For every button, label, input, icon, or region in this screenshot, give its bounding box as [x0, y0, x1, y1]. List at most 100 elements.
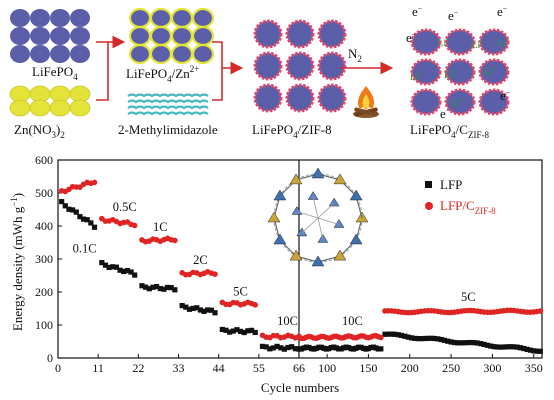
point-lfp: [378, 346, 384, 352]
framework-link: [317, 202, 335, 219]
point-lfp-c-zif8: [91, 179, 98, 186]
point-lfp: [517, 345, 524, 351]
lithium-ion-label: Li+: [452, 96, 464, 108]
point-lfp: [524, 346, 530, 352]
rate-label: 10C: [342, 314, 363, 328]
carbon-coated-particle: [478, 58, 510, 86]
point-lfp: [484, 342, 491, 348]
point-lfp: [194, 305, 200, 311]
point-lfp: [398, 332, 405, 339]
lfp-zn-particle: [128, 7, 152, 29]
point-lfp: [527, 347, 534, 353]
y-axis-title: Energy density (mWh g−1): [9, 193, 25, 331]
point-lfp: [511, 344, 517, 350]
point-lfp: [153, 283, 160, 290]
point-lfp: [498, 344, 504, 350]
x-axis-title: Cycle numbers: [261, 380, 339, 395]
point-lfp: [121, 268, 127, 275]
point-lfp: [458, 340, 464, 346]
point-lfp: [99, 260, 105, 266]
lfp-zn-particle: [191, 25, 215, 47]
schematic: LiFePO4 Zn(NO3)2 LiFePO4/Zn2+ 2-Methylim…: [9, 4, 511, 140]
lfp-particle: [30, 45, 50, 63]
electron-label: e−: [412, 4, 423, 19]
y-tick-label: 300: [35, 252, 53, 266]
x-tick-label: 300: [483, 361, 501, 375]
zn-tetrahedron: [349, 233, 363, 245]
lfp-zn-label: LiFePO4/Zn2+: [126, 64, 199, 84]
lfp-label: LiFePO4: [32, 64, 78, 82]
point-lfp: [205, 307, 211, 313]
lfp-zn-particle: [149, 43, 173, 65]
point-lfp: [494, 344, 500, 350]
zif-coated-particle: [285, 83, 315, 113]
zif-coated-particle: [285, 19, 315, 49]
point-lfp: [208, 307, 214, 313]
zn-nitrate-particles-icon: [9, 85, 91, 117]
x-tick-label: 250: [442, 361, 460, 375]
point-lfp: [507, 344, 514, 350]
point-lfp: [478, 341, 484, 347]
point-lfp: [267, 346, 273, 352]
methylimidazole-wave: [127, 111, 209, 116]
x-tick-label: 11: [92, 361, 104, 375]
zn-particle: [29, 99, 51, 117]
framework-link: [317, 217, 324, 240]
lfp-zn-particle: [170, 25, 194, 47]
x-tick-label: 150: [359, 361, 377, 375]
y-tick-label: 200: [35, 285, 53, 299]
zn-tetrahedron: [291, 206, 303, 215]
combine-bracket: [96, 41, 109, 101]
point-lfp: [537, 348, 543, 354]
point-lfp: [388, 331, 395, 337]
lithium-ion-labels: Li+ Li+ Li+ Li+ Li+ Li+ Li+: [410, 36, 510, 108]
lfp-particle: [30, 27, 50, 45]
point-lfp: [80, 216, 87, 222]
zn-nitrate-label: Zn(NO3)2: [14, 122, 65, 140]
point-lfp: [161, 286, 167, 292]
lithium-ion-label: Li+: [472, 38, 484, 50]
legend-marker-lfp: [425, 181, 432, 188]
point-lfp: [70, 207, 76, 213]
point-lfp: [385, 331, 391, 337]
point-lfp: [230, 328, 236, 334]
point-lfp: [278, 345, 284, 351]
x-tick-label: 44: [213, 361, 225, 375]
point-lfp: [392, 331, 398, 337]
point-lfp: [186, 306, 193, 312]
point-lfp: [73, 209, 79, 215]
framework-link: [296, 211, 319, 219]
point-lfp: [435, 336, 441, 342]
point-lfp: [150, 284, 156, 290]
y-tick-label: 600: [35, 153, 53, 167]
lfp-particle: [10, 9, 30, 27]
point-lfp: [77, 214, 83, 220]
point-lfp: [289, 344, 295, 350]
point-lfp: [259, 343, 266, 349]
x-tick-label: 22: [132, 361, 144, 375]
point-lfp: [91, 224, 98, 230]
lithium-ion-label: Li+: [444, 68, 456, 80]
point-lfp: [491, 344, 497, 350]
electron-label: e−: [406, 30, 417, 45]
point-lfp: [428, 335, 434, 341]
point-lfp: [132, 272, 138, 278]
zif-coated-particle: [253, 83, 283, 113]
lfp-particle: [50, 9, 70, 27]
point-lfp: [128, 269, 134, 275]
zn-particle: [9, 99, 31, 117]
legend-label-lfp-c: LFP/CZIF-8: [440, 198, 496, 216]
lfp-particle: [10, 45, 30, 63]
point-lfp: [274, 343, 280, 349]
x-tick-label: 350: [525, 361, 543, 375]
zn-tetrahedron: [328, 197, 340, 207]
point-lfp: [292, 346, 298, 352]
point-lfp: [474, 340, 481, 346]
point-lfp: [448, 339, 454, 345]
methylimidazole-icon: [127, 93, 209, 116]
point-lfp: [88, 220, 94, 226]
point-lfp-c-zif8: [172, 237, 178, 244]
lfp-zn-particle: [170, 43, 194, 65]
point-lfp: [534, 348, 540, 354]
chart: 0 100 200 300 400 500 600 0 11 22 33 44 55 66 100 150 2…: [9, 153, 544, 395]
